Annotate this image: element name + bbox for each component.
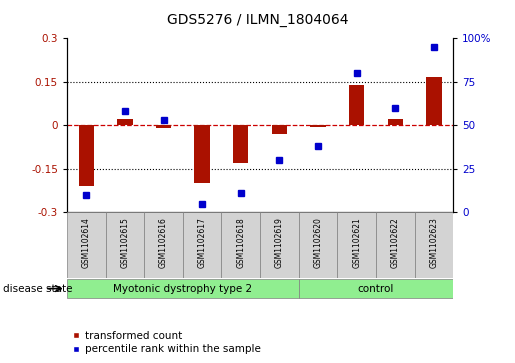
Text: disease state: disease state [3, 284, 72, 294]
Text: GSM1102623: GSM1102623 [430, 217, 438, 269]
Bar [337, 212, 376, 278]
Text: GDS5276 / ILMN_1804064: GDS5276 / ILMN_1804064 [167, 13, 348, 27]
Bar [233, 125, 249, 163]
Text: GSM1102616: GSM1102616 [159, 217, 168, 269]
Bar [299, 212, 337, 278]
Text: GSM1102620: GSM1102620 [314, 217, 322, 269]
Bar [106, 212, 144, 278]
Text: GSM1102622: GSM1102622 [391, 217, 400, 268]
Bar [194, 125, 210, 183]
Bar [117, 119, 133, 125]
Text: GSM1102614: GSM1102614 [82, 217, 91, 269]
Bar [221, 212, 260, 278]
Bar [260, 212, 299, 278]
Bar [376, 212, 415, 278]
Text: GSM1102621: GSM1102621 [352, 217, 361, 268]
Text: GSM1102615: GSM1102615 [121, 217, 129, 269]
Bar [415, 212, 453, 278]
Bar [272, 125, 287, 134]
Bar [310, 125, 325, 127]
Text: GSM1102618: GSM1102618 [236, 217, 245, 268]
Bar [299, 279, 453, 298]
Bar [183, 212, 221, 278]
Bar [156, 125, 171, 128]
Legend: transformed count, percentile rank within the sample: transformed count, percentile rank withi… [72, 331, 261, 354]
Text: control: control [358, 284, 394, 294]
Text: GSM1102619: GSM1102619 [275, 217, 284, 269]
Bar [426, 77, 442, 125]
Bar [78, 125, 94, 186]
Bar [67, 212, 106, 278]
Text: Myotonic dystrophy type 2: Myotonic dystrophy type 2 [113, 284, 252, 294]
Text: GSM1102617: GSM1102617 [198, 217, 207, 269]
Bar [387, 119, 403, 125]
Bar [67, 279, 299, 298]
Bar [349, 85, 364, 125]
Bar [144, 212, 183, 278]
